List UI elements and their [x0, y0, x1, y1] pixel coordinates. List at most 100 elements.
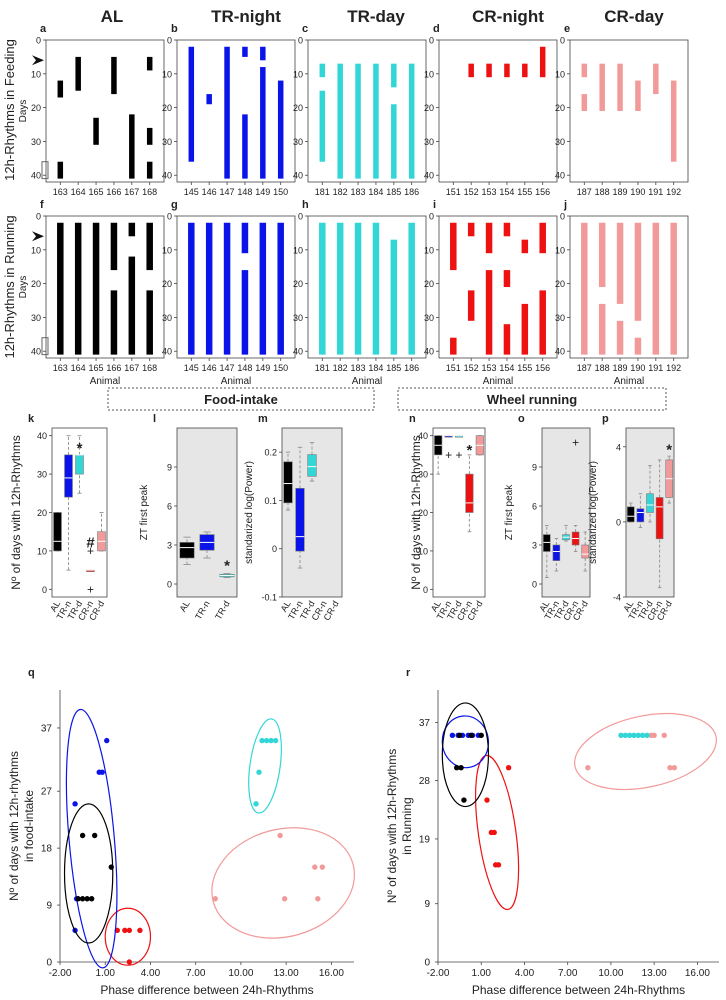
data-point: [256, 769, 262, 775]
plot-frame: [176, 39, 296, 183]
rhythm-bar-148: [242, 114, 248, 179]
data-point: [622, 732, 629, 739]
y-tick-label: 0: [272, 544, 277, 554]
raster-panel-e: e0 10 20 30 40 187 188 189 190 191 192: [555, 23, 689, 197]
panel-letter: h: [302, 199, 309, 211]
x-tick-label: 13.00: [274, 968, 299, 979]
y-tick-label: 30: [293, 137, 303, 147]
data-point: [312, 864, 318, 870]
y-axis-label: Days: [18, 276, 29, 299]
rhythm-bar-153: [485, 222, 493, 254]
box-tr-d: [562, 525, 570, 542]
raster-panel-d: d0 10 20 30 40 151 152 153 154 155 156: [424, 23, 558, 197]
data-point: [263, 737, 270, 744]
plot-frame: [45, 215, 165, 359]
x-tick-label: 155: [517, 187, 532, 197]
box-al: [53, 512, 62, 552]
y-tick-label: 10: [418, 546, 428, 556]
rhythm-bar-185: [391, 63, 397, 88]
y-tick-label: 30: [37, 470, 47, 480]
y-tick-label: 9: [46, 901, 52, 912]
data-point: [626, 732, 633, 739]
y-tick-label: 9: [424, 899, 430, 910]
series-cr-d: [211, 827, 356, 939]
panel-letter: m: [258, 413, 268, 425]
data-point: [72, 801, 78, 807]
plot-frame: [307, 39, 427, 183]
y-axis-label-line2: in food-intake: [22, 790, 36, 862]
y-tick-label: 30: [418, 470, 428, 480]
x-tick-label: 190: [630, 187, 645, 197]
x-tick-label: AL: [279, 599, 293, 614]
rhythm-bar-187: [581, 222, 588, 355]
box-tr-d: [646, 465, 654, 523]
y-tick-label: 0: [560, 212, 565, 222]
y-tick-label: 20: [293, 103, 303, 113]
box-tr-n: [64, 435, 73, 571]
x-tick-label: TR-n: [193, 599, 212, 621]
y-axis-label-line2: in Running: [400, 797, 414, 854]
x-tick-label: 149: [255, 363, 270, 373]
x-tick-label: AL: [429, 599, 443, 614]
x-tick-label: 164: [71, 187, 86, 197]
x-tick-label: 181: [315, 363, 330, 373]
y-tick-label: 3: [532, 541, 537, 551]
plot-background: [177, 428, 237, 597]
x-tick-label: 186: [404, 363, 419, 373]
y-tick-label: 0: [167, 36, 172, 46]
row-label-feeding: 12h-Rhythms in Feeding: [2, 39, 17, 181]
rhythm-bar-187: [581, 63, 588, 78]
y-tick-label: 37: [419, 718, 431, 729]
plot-frame: [541, 427, 591, 598]
y-tick-label: 30: [162, 137, 172, 147]
box-tr-n: +: [444, 435, 453, 462]
group-header-cr-night: CR-night: [472, 7, 544, 26]
rhythm-bar-148: [242, 46, 248, 57]
group-headers: AL TR-night TR-day CR-night CR-day: [101, 7, 665, 26]
y-tick-label: 9: [167, 463, 172, 473]
x-tick-label: 16.00: [319, 968, 344, 979]
panel-letter: q: [28, 667, 35, 679]
data-point: [315, 896, 321, 902]
box-tr-n: [295, 446, 305, 569]
box-cr-d: [665, 455, 673, 504]
y-tick-label: 0: [429, 36, 434, 46]
plot-frame: [281, 427, 343, 598]
x-tick-label: 184: [368, 187, 383, 197]
rhythm-bar-149: [260, 67, 266, 179]
y-tick-label: 20: [424, 103, 434, 113]
plot-frame: [625, 427, 675, 598]
y-tick-label: 27: [41, 787, 53, 798]
box-cr-n: [465, 454, 474, 533]
data-point: [88, 896, 95, 902]
rhythm-bar-153: [486, 63, 492, 78]
x-tick-label: 154: [499, 187, 514, 197]
y-tick-label: 20: [37, 508, 47, 518]
row-labels: 12h-Rhythms in Feeding 12h-Rhythms in Run…: [2, 39, 17, 358]
x-tick-label: 165: [89, 187, 104, 197]
data-point: [484, 797, 490, 803]
x-tick-label: 188: [595, 187, 610, 197]
rhythm-bar-153: [485, 270, 493, 355]
y-tick-label: 4: [616, 442, 621, 452]
y-tick-label: 10: [293, 69, 303, 79]
significance-marker: *: [466, 442, 472, 459]
y-tick-label: 10: [424, 245, 434, 255]
panel-letter: b: [171, 23, 178, 35]
raster-panel-h: h0 10 20 30 40 181 182 183 184 185 186 Animal: [293, 199, 427, 387]
panel-letter: i: [433, 199, 436, 211]
plot-frame: [569, 215, 689, 359]
x-tick-label: 149: [255, 187, 270, 197]
y-tick-label: 0: [42, 585, 47, 595]
x-tick-label: 10.00: [598, 968, 623, 979]
panel-letter: a: [40, 23, 47, 35]
x-tick-label: 150: [273, 187, 288, 197]
y-tick-label: 10: [162, 69, 172, 79]
data-point: [79, 896, 86, 902]
panel-letter: e: [564, 23, 570, 35]
panel-letter: p: [602, 413, 609, 425]
y-axis-label: Nº of days with 12h-Rhythms: [385, 749, 399, 903]
y-tick-label: 10: [162, 245, 172, 255]
